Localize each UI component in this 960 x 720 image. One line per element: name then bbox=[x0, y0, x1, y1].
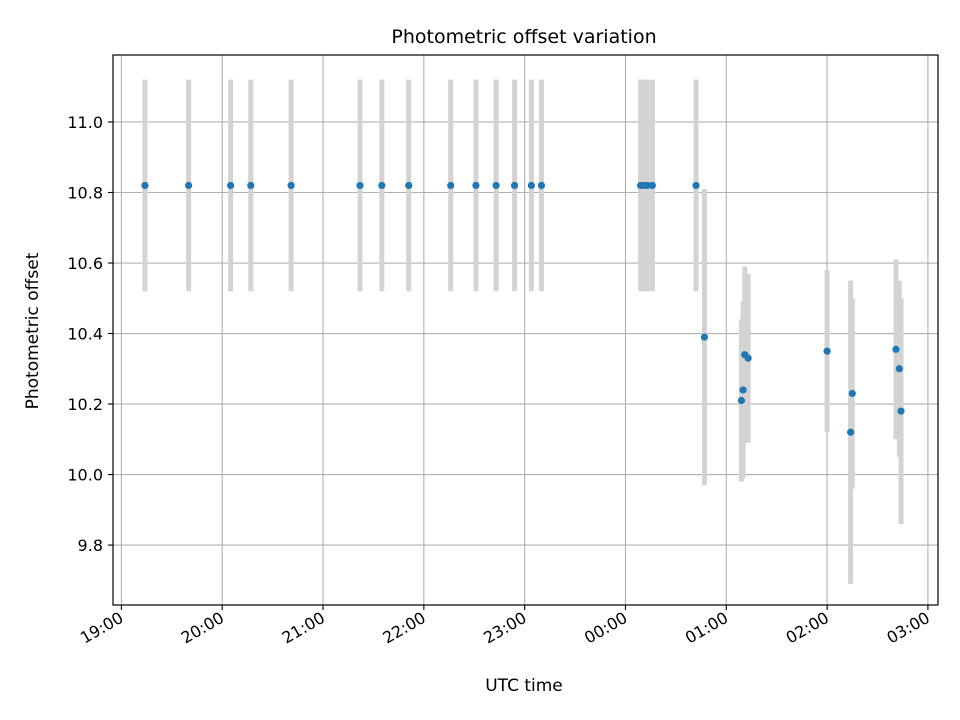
x-axis-label: UTC time bbox=[485, 676, 563, 696]
y-axis-ticks: 9.8 10.0 10.2 10.4 10.6 10.8 11.0 bbox=[67, 113, 113, 555]
data-point bbox=[739, 386, 747, 394]
plot-area-frame bbox=[112, 54, 939, 606]
y-tick-label: 10.8 bbox=[67, 184, 103, 203]
data-point bbox=[823, 347, 831, 355]
data-point bbox=[848, 389, 856, 398]
data-point bbox=[247, 181, 255, 190]
data-point bbox=[692, 181, 700, 190]
data-point bbox=[847, 428, 855, 436]
data-point bbox=[700, 333, 709, 341]
data-point bbox=[897, 407, 905, 415]
y-tick-label: 11.0 bbox=[67, 113, 103, 132]
data-points bbox=[141, 181, 905, 436]
data-point bbox=[227, 181, 235, 190]
y-tick-label: 9.8 bbox=[78, 536, 103, 555]
y-axis-label: Photometric offset bbox=[23, 252, 43, 409]
data-point bbox=[892, 345, 900, 353]
data-point bbox=[737, 396, 746, 405]
data-point bbox=[405, 181, 413, 190]
data-point bbox=[510, 181, 519, 190]
data-point bbox=[472, 181, 480, 190]
y-tick-label: 10.0 bbox=[67, 466, 103, 485]
data-point bbox=[185, 181, 193, 190]
data-point bbox=[648, 181, 656, 190]
data-point bbox=[378, 181, 386, 190]
data-point bbox=[447, 181, 455, 190]
data-point bbox=[895, 365, 903, 373]
data-point bbox=[141, 181, 149, 190]
data-point bbox=[643, 181, 651, 190]
grid bbox=[113, 55, 938, 605]
data-point bbox=[492, 181, 500, 190]
y-tick-label: 10.6 bbox=[67, 254, 103, 273]
y-tick-label: 10.4 bbox=[67, 325, 103, 344]
data-point bbox=[537, 181, 546, 190]
data-point bbox=[527, 181, 535, 190]
y-tick-label: 10.2 bbox=[67, 395, 103, 414]
data-point bbox=[744, 354, 752, 362]
chart-title: Photometric offset variation bbox=[391, 26, 656, 48]
data-point bbox=[287, 181, 295, 190]
data-point bbox=[356, 181, 364, 190]
